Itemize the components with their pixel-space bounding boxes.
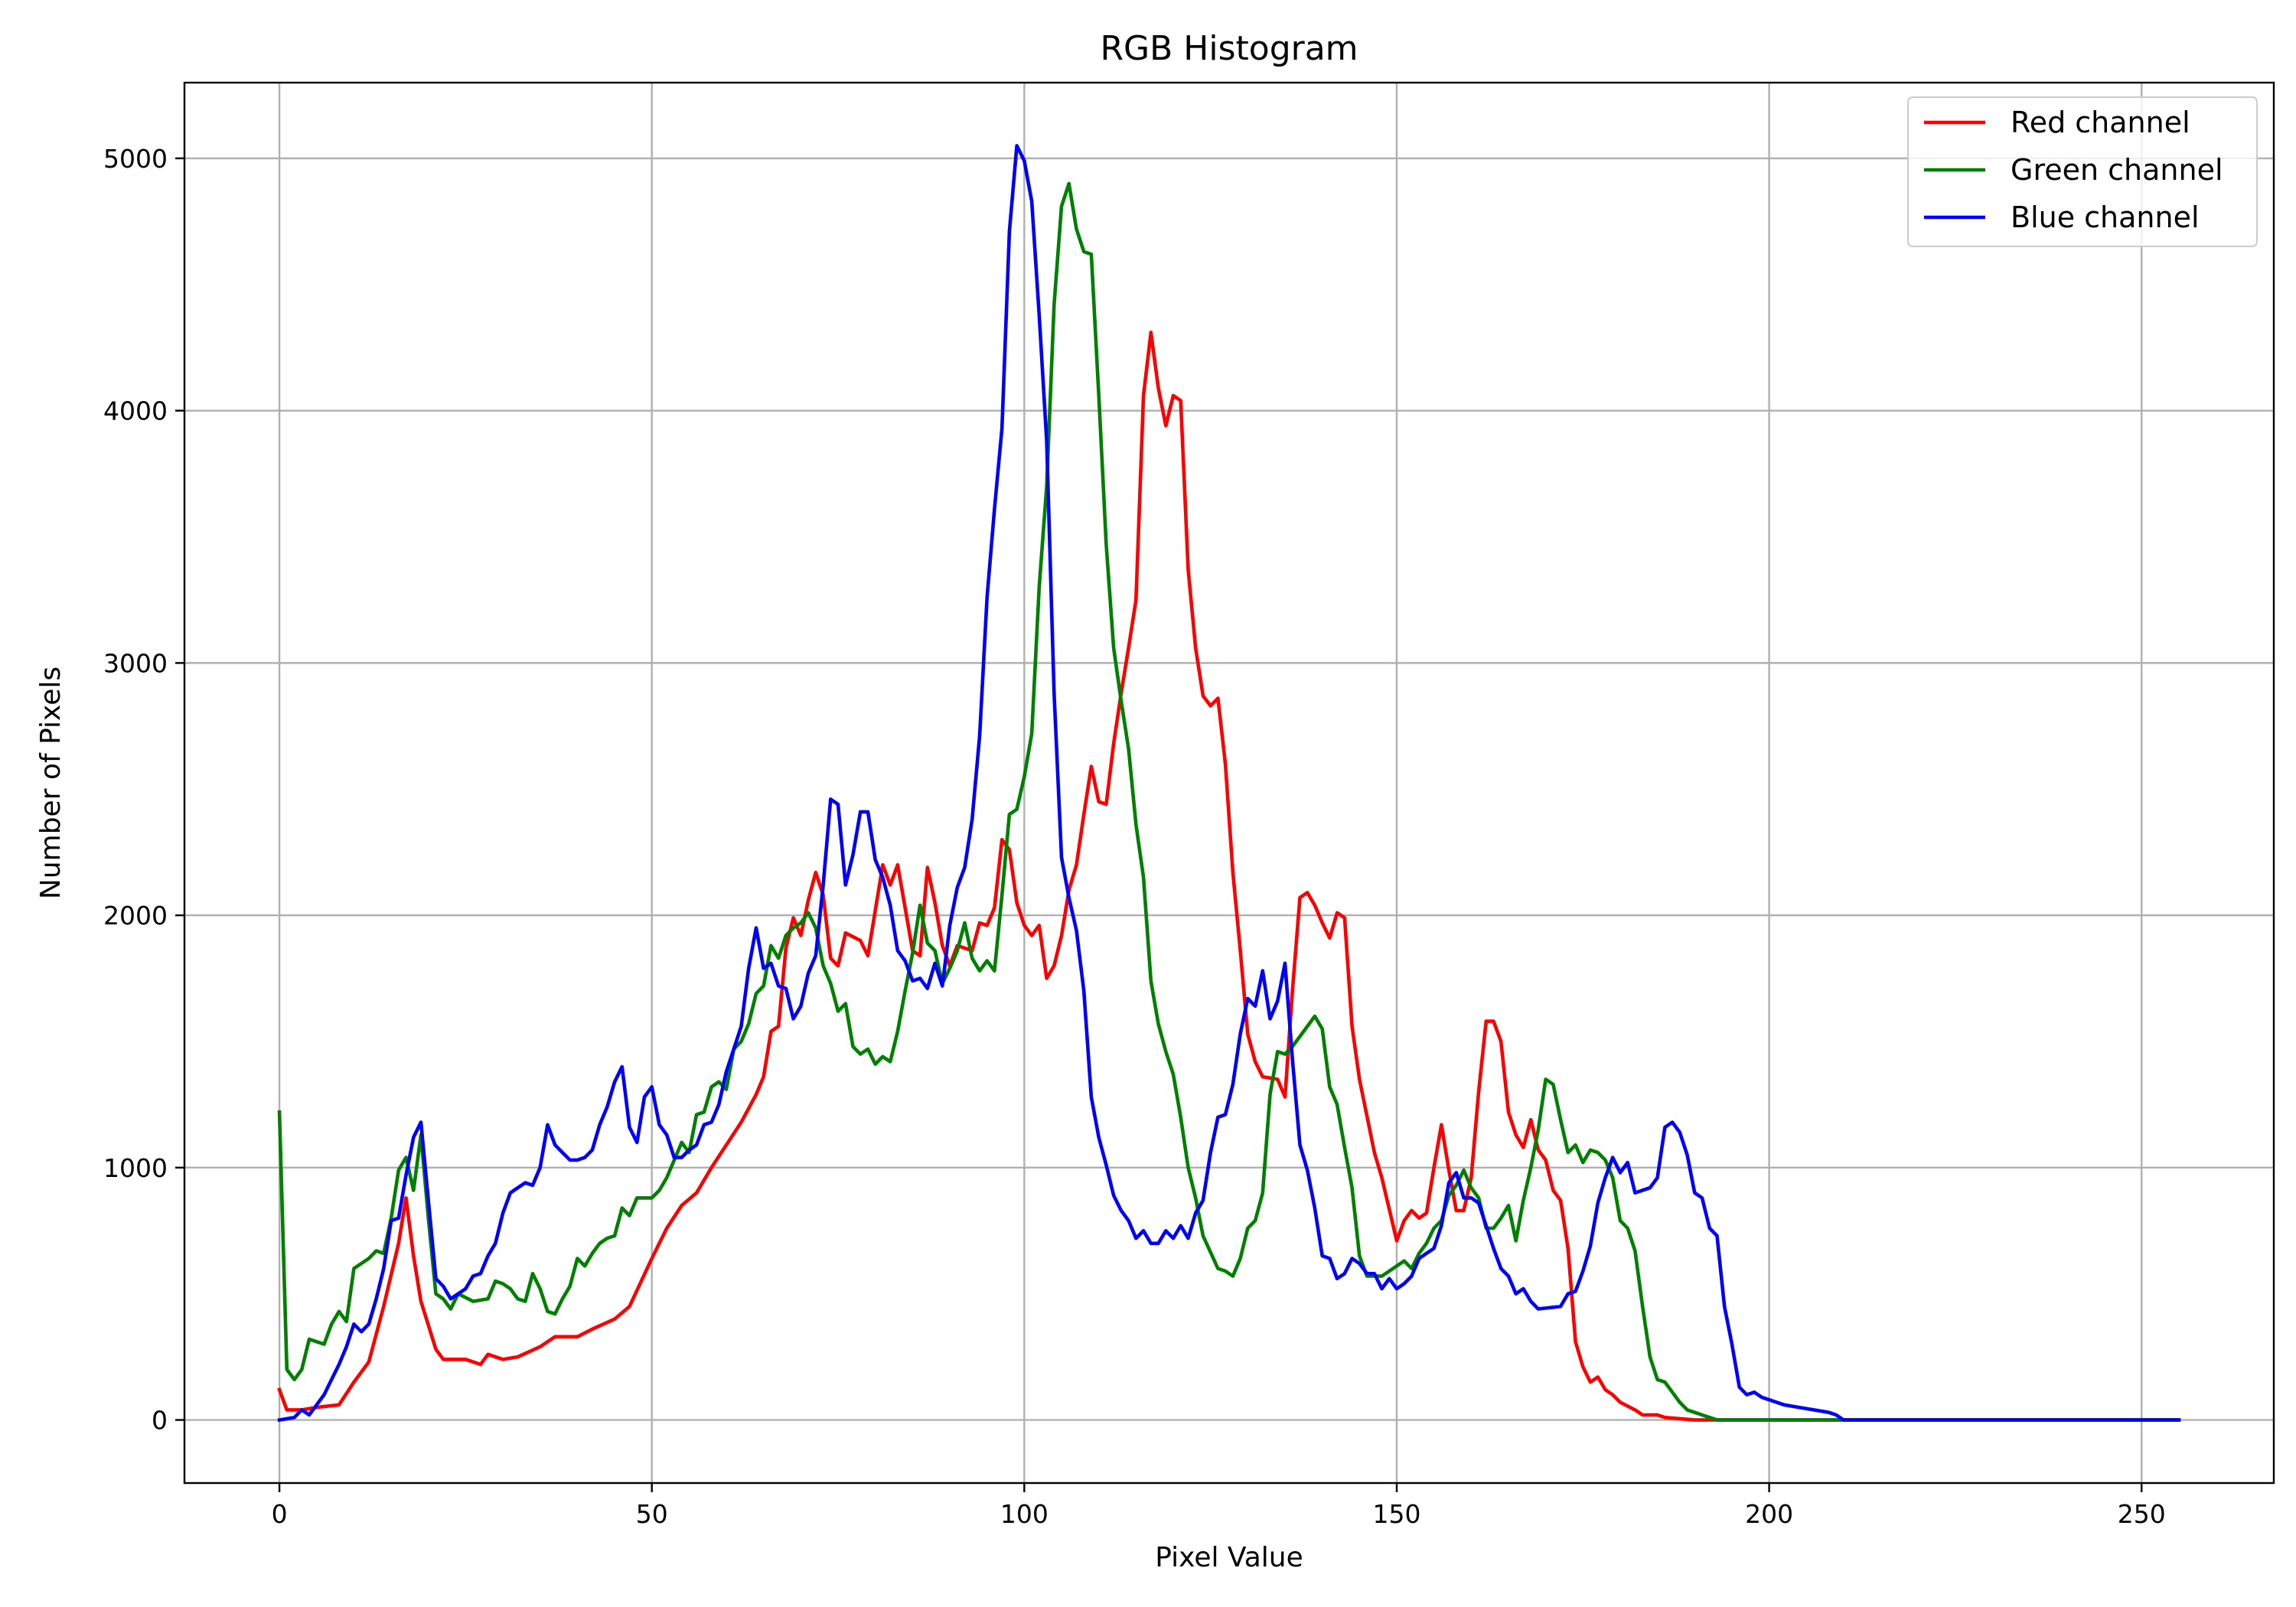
blue-channel-line <box>277 144 2181 1423</box>
y-axis-title: Number of Pixels <box>35 667 67 899</box>
x-tick-label: 250 <box>2118 1499 2166 1529</box>
plot-frame <box>183 81 2275 1485</box>
axis-ticks: 0 50 100 150 200 250 0 1000 2000 3000 4000 5000 <box>103 144 2166 1529</box>
legend-label-blue: Blue channel <box>2011 200 2200 234</box>
chart-title: RGB Histogram <box>1100 29 1358 68</box>
x-tick-label: 100 <box>1000 1499 1049 1529</box>
red-channel-line <box>277 331 2181 1422</box>
x-tick-label: 150 <box>1372 1499 1420 1529</box>
green-channel-line <box>277 181 2181 1422</box>
y-tick-label: 5000 <box>103 144 168 174</box>
y-tick-label: 3000 <box>103 648 168 678</box>
x-axis-title: Pixel Value <box>1155 1542 1303 1573</box>
x-tick-label: 200 <box>1745 1499 1793 1529</box>
legend-label-green: Green channel <box>2011 153 2223 187</box>
y-tick-label: 4000 <box>103 396 168 426</box>
y-tick-label: 0 <box>152 1406 168 1436</box>
x-tick-label: 0 <box>272 1499 288 1529</box>
legend-box <box>1907 96 2258 247</box>
series-lines <box>277 144 2181 1423</box>
x-tick-label: 50 <box>636 1499 668 1529</box>
legend: Red channel Green channel Blue channel <box>1907 96 2258 247</box>
y-tick-label: 2000 <box>103 901 168 931</box>
y-tick-label: 1000 <box>103 1153 168 1183</box>
legend-label-red: Red channel <box>2011 106 2190 139</box>
